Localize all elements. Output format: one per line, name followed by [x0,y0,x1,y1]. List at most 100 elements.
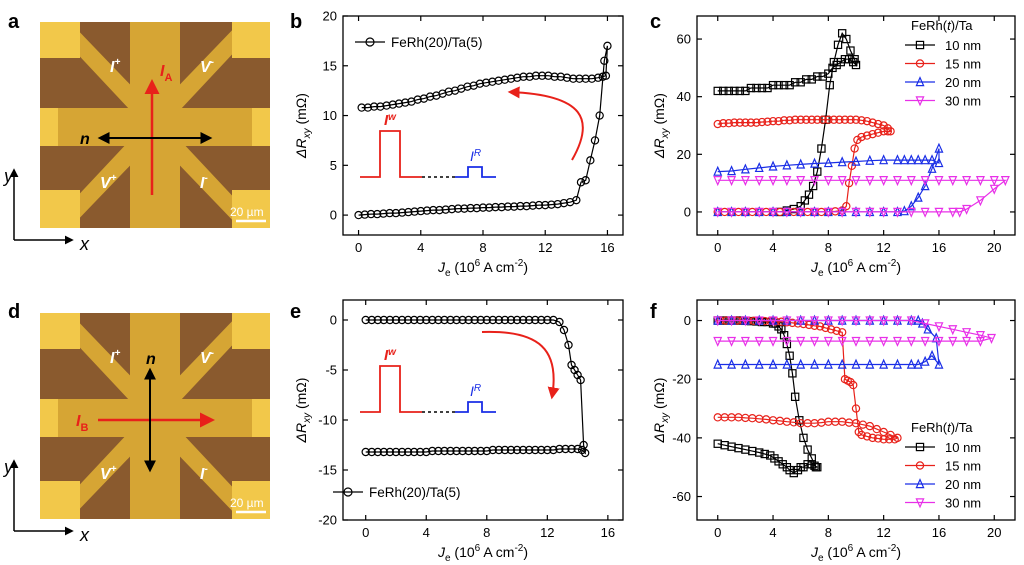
series-10-nm [713,316,822,478]
data-point [757,117,767,127]
data-point [782,358,792,369]
data-point [824,115,833,124]
legend-label: FeRh(20)/Ta(5) [369,485,461,500]
data-point [823,336,833,347]
data-point [537,71,547,80]
data-point [553,199,562,209]
data-point [934,358,944,369]
data-point [752,83,761,93]
data-point [823,358,833,369]
label-normal: n [146,351,156,368]
data-point [807,454,816,463]
data-point [803,445,812,454]
panel-letter: e [290,301,301,323]
data-point [369,102,379,111]
data-point [727,165,737,176]
x-axis-label: Je (106 A cm-2) [810,258,901,279]
data-point [360,210,369,219]
data-point [713,207,723,218]
data-point [488,445,498,455]
data-point [740,358,750,369]
x-tick-label: 16 [932,240,946,255]
label-current: IA [160,63,172,84]
data-point [886,430,895,440]
x-tick-label: 16 [932,525,946,540]
data-point [567,444,576,454]
data-point [883,124,893,133]
data-point [573,444,582,454]
data-point [975,336,985,347]
x-axis-label: x [79,234,90,254]
data-point [850,144,859,153]
data-point [367,447,376,457]
data-point [549,445,558,455]
data-point [920,336,930,347]
data-point [840,375,850,384]
series-30-nm [713,316,997,347]
data-point [500,445,510,455]
data-point [763,117,772,126]
data-point [793,465,803,475]
curved-arrow [507,86,584,161]
label-v-minus: V- [200,57,215,76]
label-current: IB [76,413,88,434]
data-point [518,315,528,325]
data-point [796,207,806,218]
data-point [428,315,437,325]
data-point [727,358,737,369]
data-point [441,205,450,214]
data-point [892,176,903,187]
data-point [754,176,764,187]
data-point [409,447,419,457]
data-point [549,315,558,325]
data-point [923,323,933,334]
data-point [865,336,875,347]
data-point [934,322,944,333]
data-point [854,427,863,437]
data-point [832,326,841,335]
data-point [713,316,723,327]
data-point [879,435,888,444]
x-tick-label: 0 [714,525,721,540]
data-point [537,445,546,455]
data-point [460,204,469,213]
data-point [785,116,794,125]
data-point [892,336,903,347]
data-point [367,315,376,325]
data-point [403,447,413,457]
y-axis-label: y [2,166,14,186]
data-point [391,208,401,218]
data-point [519,72,528,81]
data-point [446,315,455,325]
data-point [768,80,778,90]
data-point [447,204,457,214]
data-point [962,328,972,339]
data-point [482,315,491,325]
data-point [376,102,385,111]
data-point [476,315,485,325]
data-point [719,86,728,96]
data-point [503,202,513,211]
data-point [837,156,847,167]
data-point [385,208,394,218]
data-point [452,446,461,456]
data-point [779,116,789,125]
data-point [813,72,822,81]
x-tick-label: 4 [769,525,776,540]
data-point [804,320,814,330]
data-point [906,176,916,187]
data-point [823,316,833,327]
data-point [453,204,463,213]
y-tick-label: -5 [325,363,337,378]
data-point [404,207,413,217]
y-axis-label: ΔRxy (mΩ) [651,93,671,159]
data-point [796,176,806,187]
data-point [883,127,893,136]
x-axis-label: Je (106 A cm-2) [437,258,528,279]
data-point [868,433,877,443]
data-point [862,432,872,441]
label-i-minus: I- [200,173,208,192]
write-pulse [360,130,422,178]
data-point [948,325,958,336]
data-point [727,336,737,347]
